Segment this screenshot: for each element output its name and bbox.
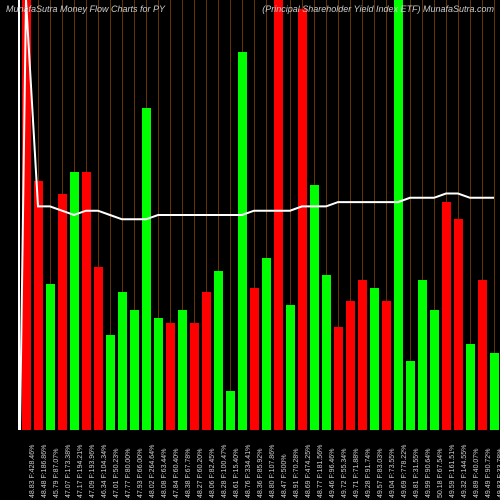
x-axis-label: 48.38 F:67.78% — [185, 449, 192, 498]
x-axis-label: 49.81 F:31.55% — [413, 449, 420, 498]
bar — [394, 0, 403, 430]
x-axis-label: 49.89 F:40.07% — [473, 449, 480, 498]
x-axis-label: 47.17 F:194.21% — [77, 445, 84, 498]
x-axis-label: 48.27 F:60.20% — [197, 449, 204, 498]
x-axis-label: 47.84 F:60.40% — [173, 449, 180, 498]
bar — [58, 194, 67, 431]
bar — [166, 323, 175, 431]
x-axis-label: 47.01 F:50.23% — [113, 449, 120, 498]
x-axis-label: 47.77 F:80.00% — [125, 449, 132, 498]
x-axis-label: 48.48 F:186.86% — [41, 445, 48, 498]
bar — [454, 219, 463, 430]
grid-line — [230, 0, 231, 430]
bar — [214, 271, 223, 430]
bar — [358, 280, 367, 431]
bar — [406, 361, 415, 430]
bar — [34, 181, 43, 430]
x-axis-label: 49.99 F:90.64% — [425, 449, 432, 498]
bar — [106, 335, 115, 430]
x-axis-label: 49.04 F:73.55% — [389, 449, 396, 498]
x-axis-labels: 48.83 F:428.46% 48.48 F:186.86% 45.79 F:87… — [20, 432, 500, 500]
x-axis-label: 48.08 F:63.44% — [161, 449, 168, 498]
bar — [334, 327, 343, 430]
x-axis-label: 48.47 F:500% — [281, 454, 288, 498]
bar — [178, 310, 187, 430]
x-axis-label: 47.09 F:193.96% — [89, 445, 96, 498]
x-axis-label: 48.28 F:100.47% — [221, 445, 228, 498]
x-axis-label: 48.76 F:334.41% — [245, 445, 252, 498]
bar — [190, 323, 199, 431]
bar — [382, 301, 391, 430]
x-axis-label: 49.49 F:90.72% — [485, 449, 492, 498]
x-axis-label: 48.06 F:82.45% — [209, 449, 216, 498]
bar — [442, 202, 451, 430]
bar — [70, 172, 79, 430]
bar — [370, 288, 379, 430]
x-axis-label: 49.46 F:96.46% — [329, 449, 336, 498]
chart-title-right: (Principal Shareholder Yield Index ETF) … — [262, 4, 494, 20]
bar — [418, 280, 427, 431]
x-axis-label: 49.71 F:71.88% — [353, 449, 360, 498]
x-axis-label: 45.79 F:87.07% — [53, 449, 60, 498]
x-axis-label: 48.36 F:85.92% — [257, 449, 264, 498]
chart-title-row: MunafaSutra Money Flow Charts for PY (Pr… — [0, 4, 500, 20]
bar — [130, 310, 139, 430]
chart-plot-area — [20, 0, 500, 430]
x-axis-label: 49.57 F:83.03% — [377, 449, 384, 498]
bar — [46, 284, 55, 430]
x-axis-label: 48.69 F:474.25% — [305, 445, 312, 498]
x-axis-label: 49.72 F:55.34% — [341, 449, 348, 498]
bar — [322, 275, 331, 430]
x-axis-label: 48.91 F:70.28% — [293, 449, 300, 498]
money-flow-chart: MunafaSutra Money Flow Charts for PY (Pr… — [0, 0, 500, 500]
bar — [286, 305, 295, 430]
chart-title-left: MunafaSutra Money Flow Charts for PY — [6, 4, 165, 20]
bar — [226, 391, 235, 430]
bar — [82, 172, 91, 430]
x-axis-label: 49.69 F:778.22% — [401, 445, 408, 498]
x-axis-label: 49.32 F:144.55% — [461, 445, 468, 498]
trend-line — [20, 0, 500, 430]
bar — [346, 301, 355, 430]
bar — [274, 0, 283, 430]
bar — [250, 288, 259, 430]
x-axis-label: 49.28 F:91.74% — [365, 449, 372, 498]
bar — [154, 318, 163, 430]
bar — [466, 344, 475, 430]
bar — [118, 292, 127, 430]
x-axis-label: 50.18 F:67.54% — [437, 449, 444, 498]
bar — [310, 185, 319, 430]
x-axis-label: 48.77 F:181.56% — [317, 445, 324, 498]
bar — [478, 280, 487, 431]
bar — [22, 0, 31, 430]
x-axis-label: 47.07 F:173.38% — [65, 445, 72, 498]
x-axis-label: 48.02 F:264.64% — [149, 445, 156, 498]
bar — [142, 108, 151, 431]
bar — [262, 258, 271, 430]
bar — [298, 9, 307, 430]
bar — [430, 310, 439, 430]
bar — [94, 267, 103, 430]
x-axis-label: 48.83 F:428.46% — [29, 445, 36, 498]
x-axis-label: 48.80 F:107.86% — [269, 445, 276, 498]
bar — [238, 52, 247, 430]
x-axis-label: 46.34 F:104.34% — [101, 445, 108, 498]
x-axis-label: 49.59 F:161.51% — [449, 445, 456, 498]
x-axis-label: 48.61 F:15.40% — [233, 449, 240, 498]
x-axis-label: 47.93 F:66.00% — [137, 449, 144, 498]
bar — [490, 353, 499, 430]
bar — [202, 292, 211, 430]
